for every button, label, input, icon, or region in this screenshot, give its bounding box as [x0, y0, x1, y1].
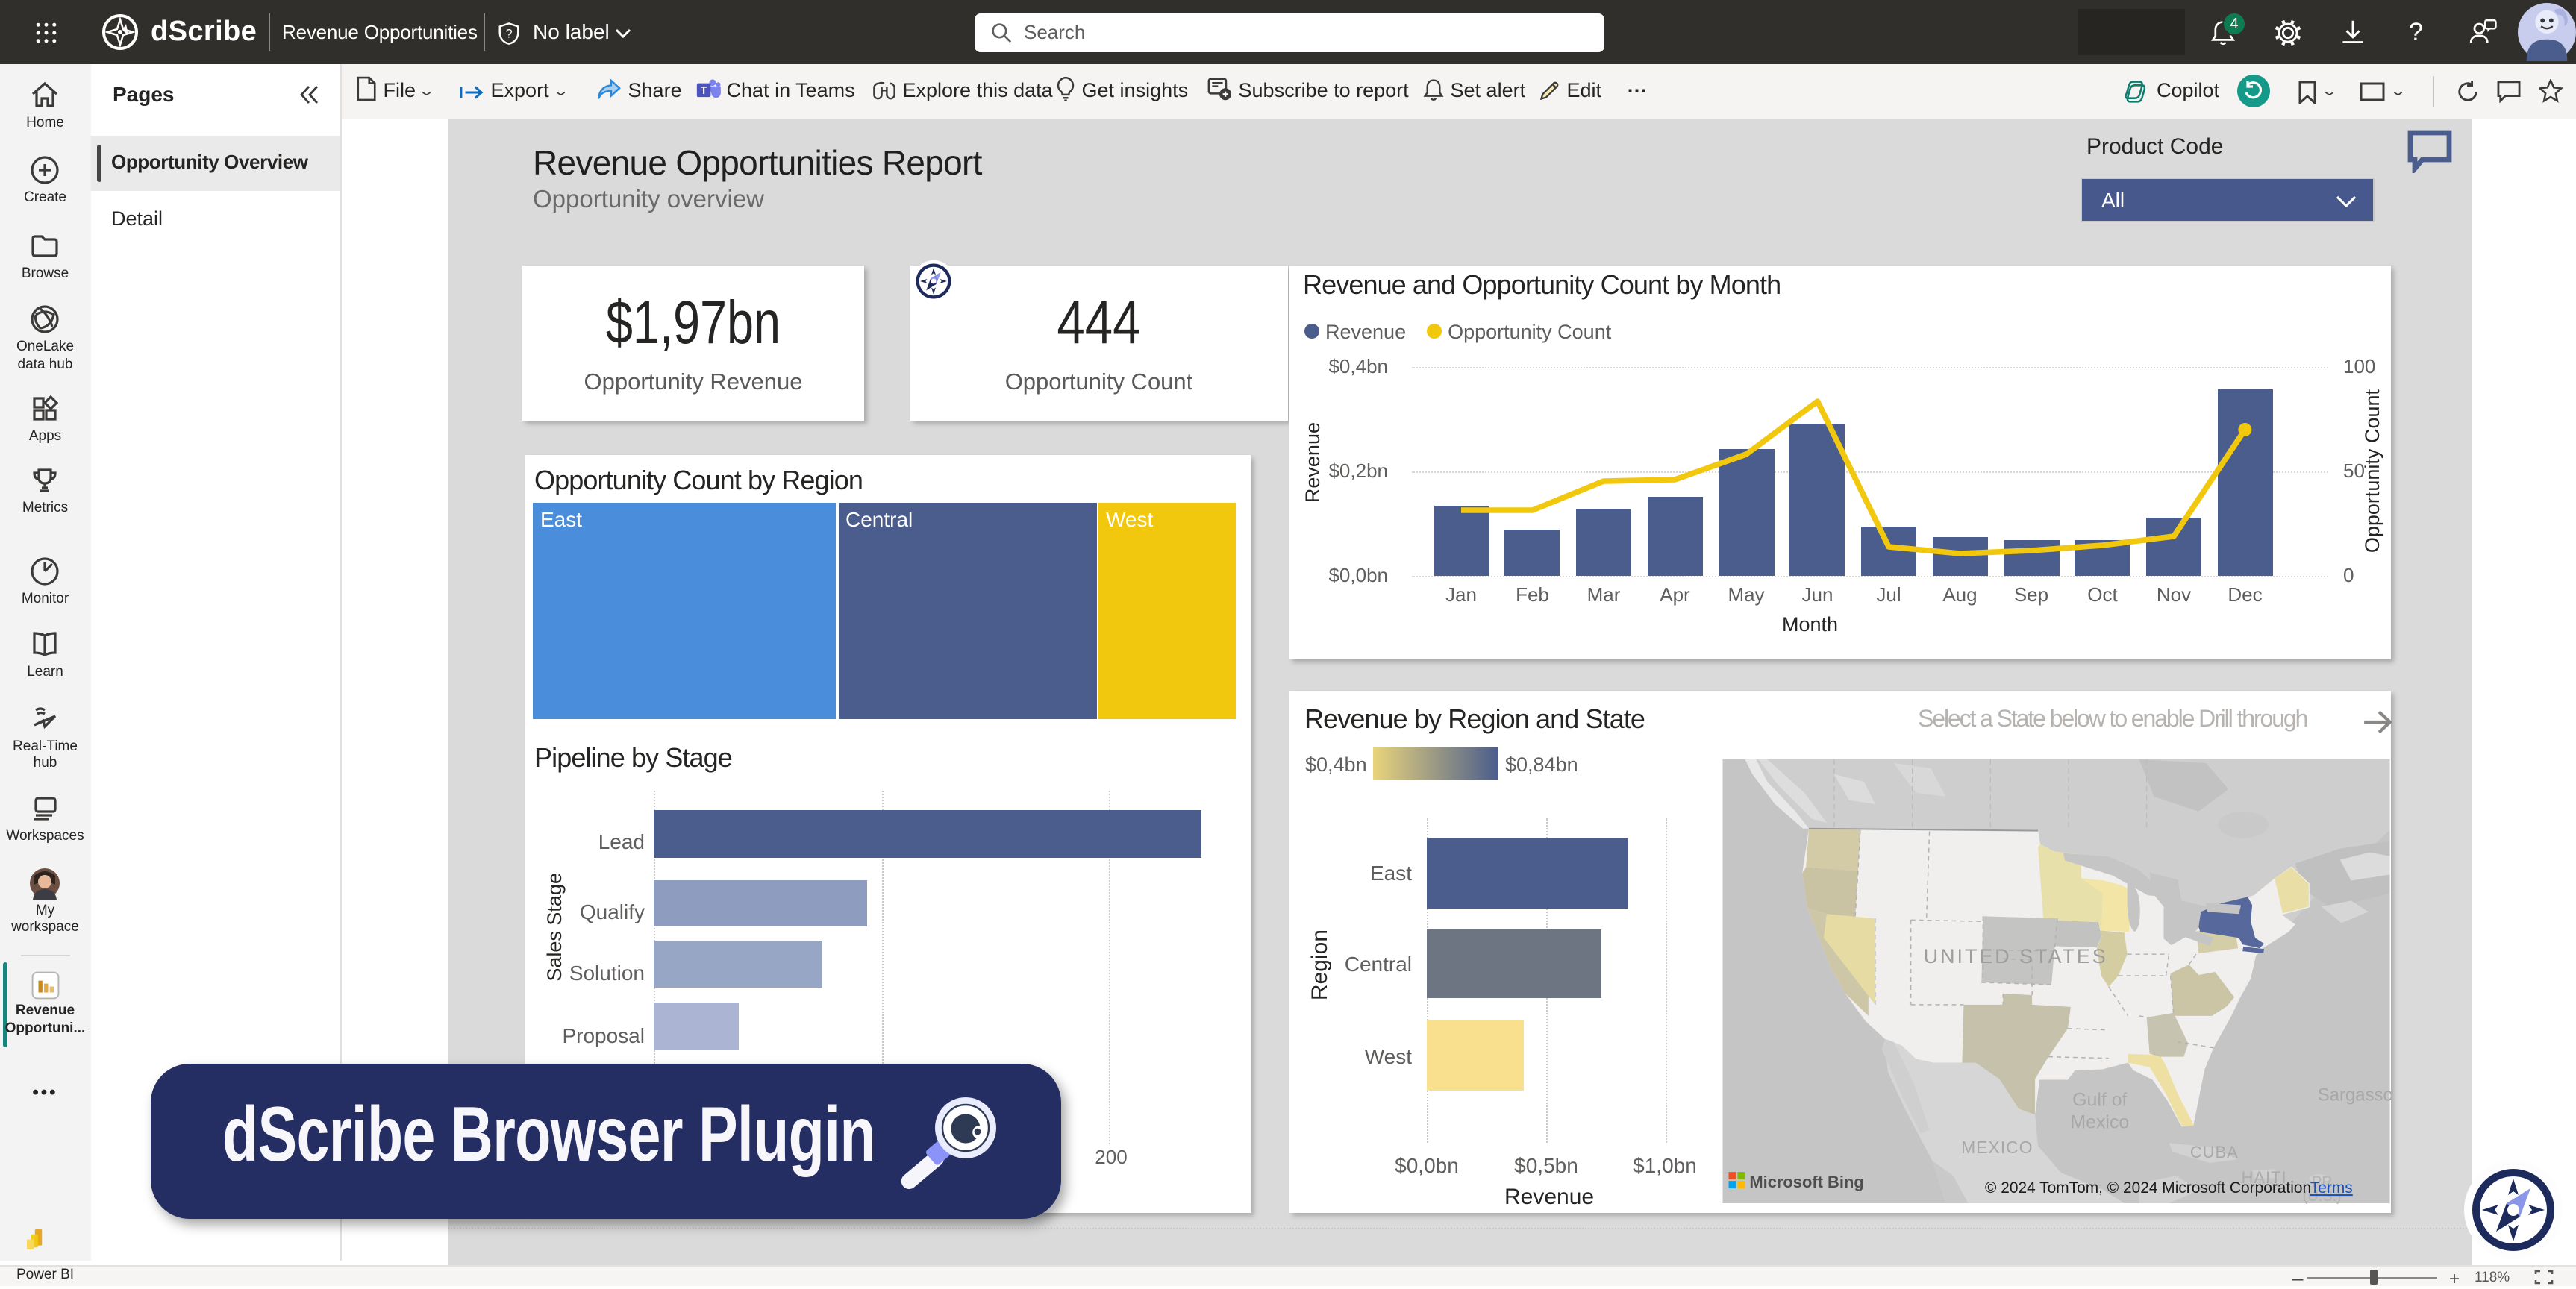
svg-text:Terms: Terms [2310, 1179, 2353, 1197]
svg-text:T: T [701, 85, 707, 97]
svg-text:UNITED STATES: UNITED STATES [1924, 945, 2108, 967]
svg-text:Sargasso S: Sargasso S [2318, 1085, 2390, 1105]
svg-text:Microsoft Bing: Microsoft Bing [1749, 1173, 1863, 1191]
svg-text:Gulf of: Gulf of [2072, 1089, 2127, 1110]
svg-text:CUBA: CUBA [2190, 1143, 2239, 1161]
svg-text:Mexico: Mexico [2070, 1111, 2129, 1132]
svg-text:© 2024 TomTom, © 2024 Microsof: © 2024 TomTom, © 2024 Microsoft Corporat… [1985, 1179, 2311, 1197]
svg-text:?: ? [505, 26, 512, 40]
svg-text:PR: PR [2312, 1174, 2333, 1191]
svg-text:(U.S.): (U.S.) [2303, 1188, 2342, 1203]
svg-text:HAITI: HAITI [2242, 1168, 2287, 1187]
svg-text:MEXICO: MEXICO [1961, 1138, 2033, 1157]
